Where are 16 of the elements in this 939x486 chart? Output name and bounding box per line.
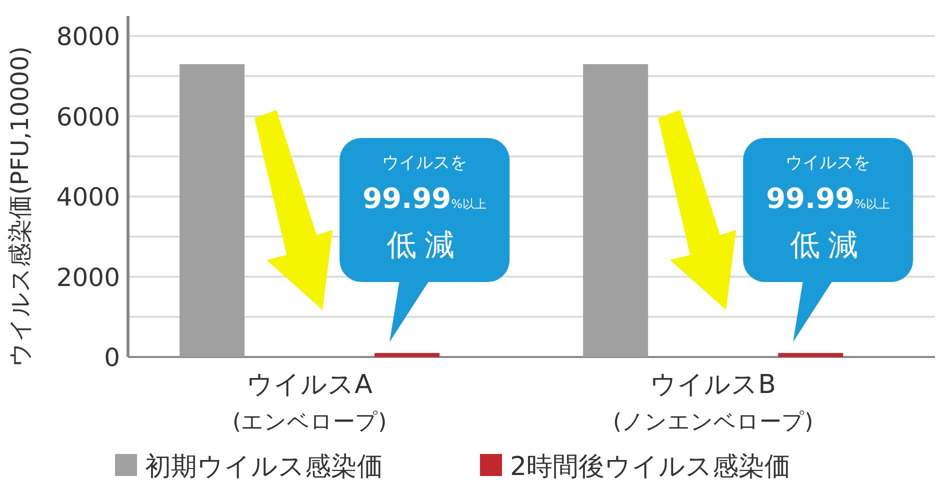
x-tick-label: ウイルスB (ノンエンベロープ) [612, 370, 814, 435]
y-tick-label: 6000 [56, 102, 120, 132]
annotation: ウイルスを [382, 153, 468, 173]
annotation: 99.99%以上 [362, 182, 487, 215]
x-tick-label: ウイルスA (エンベロープ) [232, 370, 387, 435]
annotation: 99.99%以上 [766, 182, 890, 215]
annotation: 低減 [790, 228, 866, 263]
y-tick-label: 0 [104, 343, 120, 372]
y-tick-label: 2000 [56, 262, 120, 292]
annotation: 低減 [386, 228, 463, 263]
annotation: ウイルスを [786, 153, 871, 173]
legend-label: 初期ウイルス感染価 [145, 452, 383, 482]
y-axis-title: ウイルス感染価(PFU,10000) [6, 46, 34, 367]
legend-label: 2時間後ウイルス感染価 [510, 452, 791, 482]
y-tick-label: 8000 [56, 22, 120, 52]
y-tick-label: 4000 [56, 182, 120, 212]
